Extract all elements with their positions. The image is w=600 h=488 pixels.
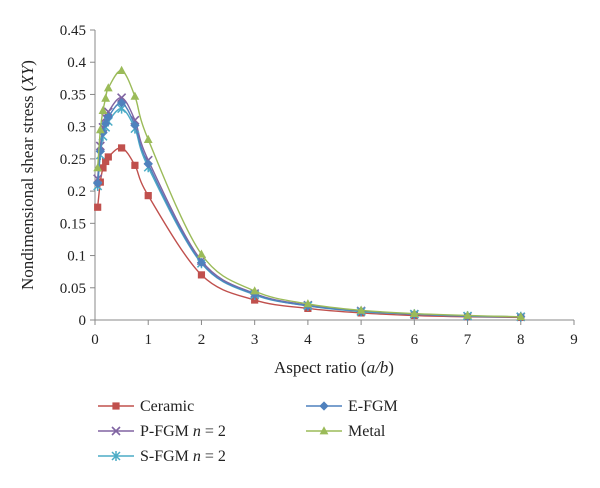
data-point (117, 93, 127, 103)
data-point (250, 286, 260, 295)
y-tick-label: 0.15 (60, 216, 86, 232)
data-point (251, 296, 259, 304)
legend-item: S-FGM n = 2 (98, 448, 226, 465)
legend-item: E-FGM (306, 398, 398, 415)
x-tick-label: 4 (304, 332, 312, 348)
data-point (516, 311, 526, 321)
data-point (463, 310, 472, 319)
series-line (96, 107, 521, 318)
plot-area (93, 65, 526, 322)
legend-label: Metal (348, 423, 386, 440)
data-point (409, 308, 419, 317)
data-point (99, 164, 107, 172)
data-point (303, 299, 313, 308)
series-line (96, 102, 521, 318)
data-point (196, 258, 207, 268)
y-tick-label: 0 (79, 313, 87, 329)
data-point (356, 305, 366, 314)
x-tick-label: 8 (517, 332, 525, 348)
data-point (93, 163, 103, 172)
legend-label: S-FGM n = 2 (140, 448, 226, 465)
y-tick-label: 0.25 (60, 152, 86, 168)
series-line (96, 69, 521, 318)
data-point (94, 203, 102, 211)
x-tick-label: 2 (198, 332, 206, 348)
data-point (131, 161, 139, 169)
series-e-fgm (93, 98, 526, 322)
x-tick-label: 6 (411, 332, 419, 348)
data-point (103, 83, 113, 92)
data-point (103, 112, 113, 122)
data-point (102, 157, 110, 166)
y-axis-title: Nondimensional shear stress (XY) (18, 60, 37, 290)
legend-label: E-FGM (348, 398, 398, 415)
x-tick-label: 1 (144, 332, 152, 348)
data-point (144, 192, 152, 200)
data-point (95, 125, 105, 134)
legend-marker (111, 451, 121, 461)
data-point (98, 105, 108, 114)
x-tick-label: 9 (570, 332, 578, 348)
x-tick-label: 7 (464, 332, 472, 348)
legend-label: Ceramic (140, 398, 194, 415)
data-point (117, 98, 127, 108)
legend-marker (111, 426, 121, 436)
series-p-fgm-n-2 (93, 93, 526, 322)
data-point (93, 178, 103, 188)
data-point (130, 120, 140, 130)
axes: 0 0.05 0.1 0.15 0.2 0.25 0.3 0.35 0.4 0.45 0 1 2 3 4 5 6… (60, 23, 578, 348)
legend-marker (319, 401, 329, 411)
x-tick-label: 0 (91, 332, 99, 348)
legend-marker (112, 402, 120, 410)
y-tick-label: 0.35 (60, 87, 86, 103)
data-point (118, 144, 126, 152)
data-point (101, 93, 111, 102)
series-line (96, 147, 521, 319)
legend-item: Metal (306, 423, 386, 440)
data-point (143, 159, 153, 169)
legend-label: P-FGM n = 2 (140, 423, 226, 440)
y-tick-label: 0.3 (67, 120, 86, 136)
data-point (117, 65, 127, 74)
legend-item: P-FGM n = 2 (98, 423, 226, 440)
data-point (130, 91, 140, 100)
data-point (143, 134, 153, 143)
legend: Ceramic P-FGM n = 2 S-FGM n = 2 E-FGM Metal (98, 398, 398, 465)
legend-marker (319, 426, 329, 435)
y-tick-label: 0.05 (60, 281, 86, 297)
legend-item: Ceramic (98, 398, 194, 415)
x-axis-title: Aspect ratio (a/b) (274, 358, 394, 377)
x-tick-label: 3 (251, 332, 259, 348)
series-ceramic (94, 144, 525, 322)
data-point (103, 107, 113, 117)
y-tick-label: 0.2 (67, 184, 86, 200)
series-metal (93, 65, 526, 321)
y-tick-label: 0.4 (67, 55, 86, 71)
y-tick-label: 0.1 (67, 249, 86, 265)
data-point (197, 249, 206, 258)
data-point (104, 153, 112, 161)
y-tick-label: 0.45 (60, 23, 86, 39)
data-point (95, 146, 105, 156)
data-point (197, 271, 206, 279)
x-tick-label: 5 (357, 332, 365, 348)
series-line (96, 96, 521, 318)
